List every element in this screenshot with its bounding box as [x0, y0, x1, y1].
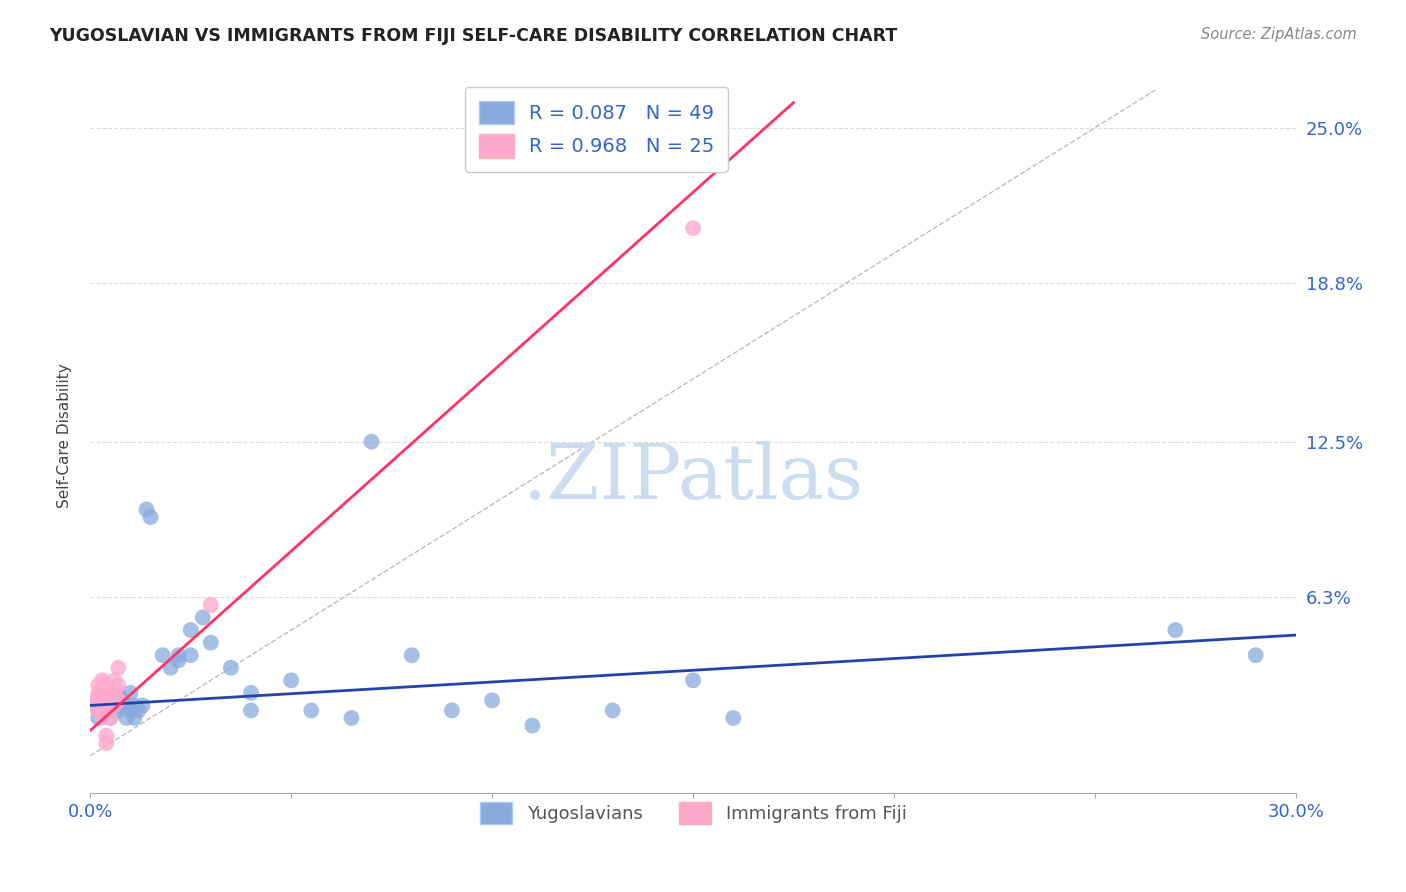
Point: [111, 693, 134, 707]
Point: [96, 729, 118, 743]
Point: [103, 698, 125, 713]
Point: [87, 678, 110, 692]
Point: [481, 693, 503, 707]
Point: [83, 698, 105, 713]
Point: [522, 718, 544, 732]
Point: [115, 711, 138, 725]
Point: [682, 673, 704, 688]
Point: [87, 703, 110, 717]
Point: [124, 711, 146, 725]
Y-axis label: Self-Care Disability: Self-Care Disability: [58, 363, 72, 508]
Point: [103, 698, 125, 713]
Point: [91, 693, 114, 707]
Legend: Yugoslavians, Immigrants from Fiji: Yugoslavians, Immigrants from Fiji: [468, 790, 917, 834]
Point: [91, 698, 114, 713]
Point: [360, 434, 382, 449]
Point: [340, 711, 363, 725]
Point: [139, 510, 162, 524]
Point: [167, 648, 190, 663]
Point: [107, 703, 129, 717]
Point: [682, 221, 704, 235]
Point: [401, 648, 423, 663]
Point: [240, 703, 263, 717]
Point: [98, 686, 121, 700]
Point: [87, 686, 110, 700]
Point: [98, 711, 121, 725]
Point: [131, 698, 153, 713]
Point: [115, 698, 138, 713]
Point: [96, 678, 118, 692]
Point: [91, 693, 114, 707]
Point: [440, 703, 463, 717]
Point: [98, 693, 121, 707]
Point: [107, 686, 129, 700]
Point: [87, 703, 110, 717]
Point: [107, 693, 129, 707]
Point: [602, 703, 624, 717]
Point: [159, 661, 181, 675]
Point: [96, 693, 118, 707]
Point: [107, 661, 129, 675]
Point: [200, 635, 222, 649]
Point: [91, 711, 114, 725]
Point: [103, 673, 125, 688]
Text: Source: ZipAtlas.com: Source: ZipAtlas.com: [1201, 27, 1357, 42]
Point: [191, 610, 214, 624]
Point: [103, 686, 125, 700]
Point: [1164, 623, 1187, 637]
Point: [723, 711, 745, 725]
Point: [180, 648, 202, 663]
Point: [107, 678, 129, 692]
Point: [96, 703, 118, 717]
Point: [1244, 648, 1267, 663]
Point: [152, 648, 174, 663]
Point: [96, 703, 118, 717]
Point: [180, 623, 202, 637]
Point: [91, 686, 114, 700]
Point: [124, 698, 146, 713]
Point: [127, 703, 149, 717]
Point: [167, 653, 190, 667]
Point: [98, 698, 121, 713]
Point: [135, 502, 157, 516]
Point: [91, 673, 114, 688]
Point: [98, 711, 121, 725]
Point: [299, 703, 322, 717]
Point: [120, 703, 142, 717]
Point: [111, 698, 134, 713]
Point: [83, 698, 105, 713]
Point: [200, 598, 222, 612]
Point: [96, 686, 118, 700]
Text: YUGOSLAVIAN VS IMMIGRANTS FROM FIJI SELF-CARE DISABILITY CORRELATION CHART: YUGOSLAVIAN VS IMMIGRANTS FROM FIJI SELF…: [49, 27, 897, 45]
Point: [83, 693, 105, 707]
Point: [280, 673, 302, 688]
Point: [96, 736, 118, 750]
Point: [87, 711, 110, 725]
Point: [240, 686, 263, 700]
Point: [120, 686, 142, 700]
Point: [219, 661, 242, 675]
Point: [103, 703, 125, 717]
Text: .ZIPatlas: .ZIPatlas: [523, 442, 863, 516]
